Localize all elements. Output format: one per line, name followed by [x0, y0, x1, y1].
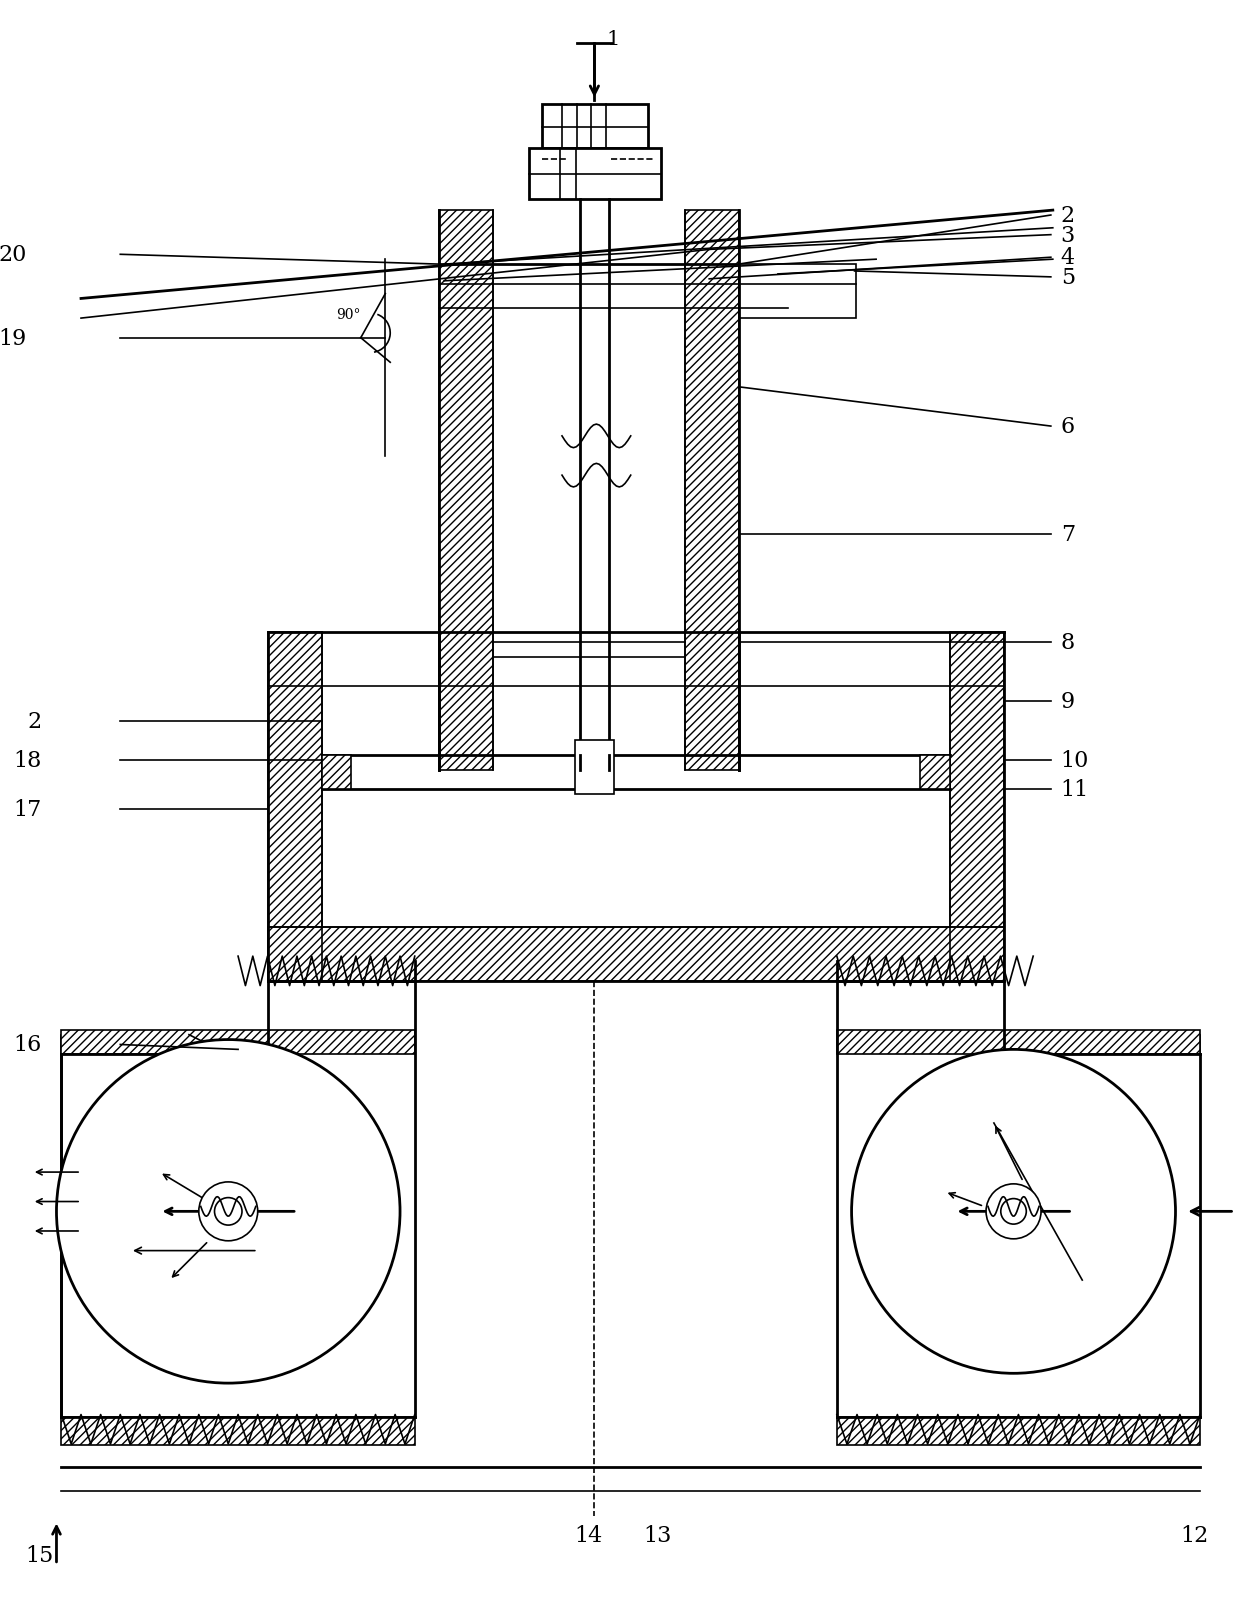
Bar [837, 1417, 1200, 1445]
Bar [837, 1030, 1200, 1054]
Text: 3: 3 [1060, 225, 1075, 246]
Bar [950, 633, 1003, 980]
Bar [575, 741, 614, 795]
Bar [739, 265, 857, 318]
Text: 4: 4 [1060, 247, 1075, 268]
Circle shape [198, 1183, 258, 1241]
Text: 5: 5 [1060, 267, 1075, 289]
Text: 2: 2 [27, 710, 42, 733]
Bar [62, 1030, 414, 1054]
Text: 11: 11 [1060, 779, 1089, 800]
Circle shape [986, 1184, 1042, 1239]
Circle shape [57, 1040, 401, 1384]
Text: 15: 15 [25, 1544, 53, 1565]
Bar [542, 104, 649, 149]
Bar [528, 149, 661, 201]
Text: 16: 16 [14, 1033, 42, 1056]
Bar [684, 211, 739, 770]
Text: 2: 2 [1060, 206, 1075, 227]
Text: 20: 20 [0, 244, 27, 267]
Text: 8: 8 [1060, 632, 1075, 654]
Text: 14: 14 [575, 1525, 603, 1546]
Text: 6: 6 [1060, 416, 1075, 437]
Text: 10: 10 [1060, 749, 1089, 771]
Text: 19: 19 [0, 328, 27, 349]
Bar [1003, 1035, 1200, 1054]
Bar [268, 927, 1003, 980]
Bar [268, 633, 321, 980]
Circle shape [1001, 1199, 1027, 1225]
Bar [439, 211, 494, 770]
Text: 7: 7 [1060, 524, 1075, 546]
Bar [62, 1035, 268, 1054]
Text: 13: 13 [644, 1525, 672, 1546]
Bar [62, 1417, 414, 1445]
Text: 12: 12 [1180, 1525, 1209, 1546]
Text: 17: 17 [14, 799, 42, 821]
Text: 9: 9 [1060, 691, 1075, 712]
Text: 1: 1 [606, 31, 620, 48]
Text: 18: 18 [14, 749, 42, 771]
Bar [920, 755, 950, 789]
Bar [321, 755, 351, 789]
Text: 90°: 90° [336, 309, 361, 321]
Circle shape [852, 1049, 1176, 1374]
Circle shape [215, 1197, 242, 1225]
